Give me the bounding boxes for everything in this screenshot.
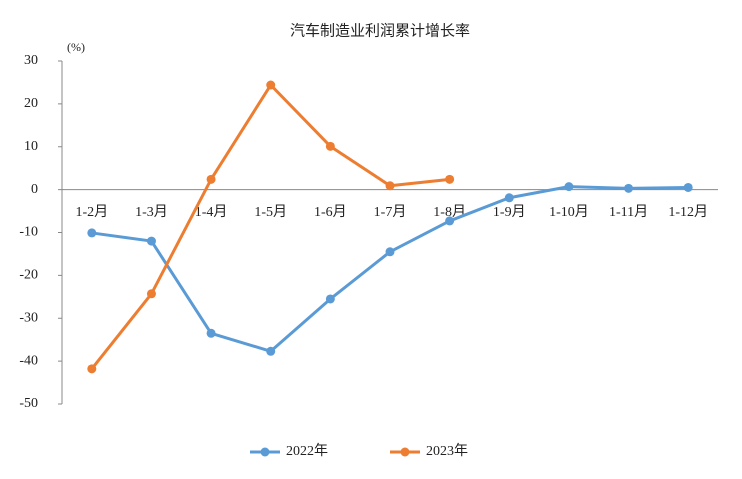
y-tick-label: 0	[31, 182, 38, 197]
data-point	[624, 183, 634, 193]
legend-label: 2022年	[286, 443, 328, 459]
data-point	[325, 141, 335, 151]
x-tick-label: 1-11月	[609, 204, 648, 220]
x-tick-label: 1-4月	[195, 204, 228, 220]
y-tick-label: -10	[19, 225, 38, 240]
data-point	[385, 181, 395, 191]
data-point	[146, 236, 156, 246]
chart-title: 汽车制造业利润累计增长率	[290, 22, 470, 39]
legend-label: 2023年	[426, 443, 468, 459]
x-tick-label: 1-3月	[135, 204, 168, 220]
y-tick-label: 30	[24, 53, 38, 68]
x-tick-label: 1-8月	[433, 204, 466, 220]
data-point	[445, 174, 455, 184]
data-point	[325, 294, 335, 304]
x-tick-label: 1-6月	[314, 204, 347, 220]
y-tick-label: -40	[19, 353, 38, 368]
y-tick-label: -20	[19, 268, 38, 283]
data-point	[564, 182, 574, 192]
y-tick-label: 10	[24, 139, 38, 154]
data-point	[683, 182, 693, 192]
legend-marker	[260, 447, 270, 457]
x-tick-label: 1-10月	[549, 204, 589, 220]
data-point	[206, 328, 216, 338]
data-point	[87, 364, 97, 374]
x-tick-label: 1-12月	[668, 204, 708, 220]
data-point	[445, 216, 455, 226]
y-axis-label: (%)	[67, 40, 85, 54]
y-tick-label: 20	[24, 96, 38, 111]
x-tick-label: 1-9月	[493, 204, 526, 220]
data-point	[504, 193, 514, 203]
y-tick-label: -50	[19, 396, 38, 411]
data-point	[266, 80, 276, 90]
data-point	[146, 289, 156, 299]
data-point	[87, 228, 97, 238]
y-tick-label: -30	[19, 310, 38, 325]
data-point	[266, 346, 276, 356]
data-point	[385, 247, 395, 257]
legend-marker	[400, 447, 410, 457]
data-point	[206, 174, 216, 184]
x-tick-label: 1-5月	[254, 204, 287, 220]
x-tick-label: 1-2月	[75, 204, 108, 220]
x-tick-label: 1-7月	[374, 204, 407, 220]
series-line	[90, 83, 450, 370]
